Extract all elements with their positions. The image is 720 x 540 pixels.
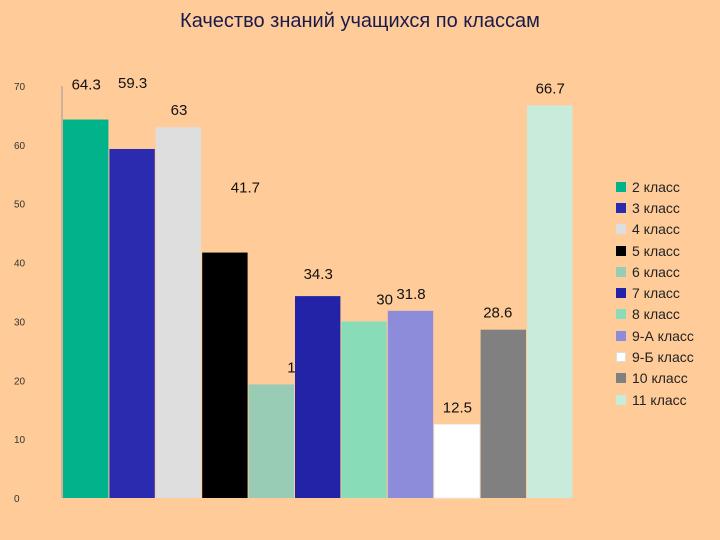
legend-item: 7 класс [616, 282, 694, 303]
legend-swatch [616, 309, 626, 320]
data-label: 12.5 [443, 399, 472, 416]
data-label: 28.6 [483, 305, 512, 322]
legend-swatch [616, 330, 626, 341]
legend-label: 4 класс [632, 221, 680, 238]
y-tick-label: 70 [14, 82, 26, 93]
data-label: 41.7 [231, 180, 260, 197]
bar [480, 329, 526, 498]
legend-label: 8 класс [632, 306, 680, 323]
legend-swatch [616, 245, 626, 256]
y-tick-label: 0 [14, 494, 20, 505]
y-tick-label: 40 [14, 259, 26, 270]
legend-swatch [616, 373, 626, 384]
data-label: 64.3 [72, 77, 101, 94]
legend-swatch [616, 266, 626, 277]
data-label: 31.8 [396, 286, 425, 303]
legend-swatch [616, 352, 626, 363]
legend-item: 11 класс [616, 389, 694, 410]
bar [63, 119, 109, 498]
legend-swatch [616, 224, 626, 235]
legend-label: 10 класс [632, 370, 688, 387]
legend-item: 10 класс [616, 368, 694, 389]
data-label: 66.7 [536, 80, 565, 97]
y-tick-label: 30 [14, 317, 26, 328]
bar [248, 384, 294, 498]
bar [433, 423, 481, 499]
legend-item: 9-А класс [616, 325, 694, 346]
legend-label: 7 класс [632, 285, 680, 302]
legend-label: 9-А класс [632, 327, 694, 344]
legend-swatch [616, 181, 626, 192]
bar [109, 148, 155, 498]
data-label: 30 [376, 291, 393, 308]
legend-label: 3 класс [632, 199, 680, 216]
legend-item: 2 класс [616, 176, 694, 197]
data-label: 63 [171, 102, 188, 119]
legend-item: 3 класс [616, 197, 694, 218]
legend-item: 5 класс [616, 240, 694, 261]
y-tick-label: 50 [14, 200, 26, 211]
legend-label: 11 класс [632, 391, 687, 408]
legend-item: 6 класс [616, 261, 694, 282]
bar [202, 252, 248, 498]
legend-swatch [616, 394, 626, 405]
bar [155, 127, 202, 498]
bar [295, 296, 341, 498]
legend-label: 9-Б класс [632, 349, 694, 366]
y-tick-label: 20 [14, 376, 26, 387]
legend-label: 5 класс [632, 242, 680, 259]
legend-item: 4 класс [616, 219, 694, 240]
data-label: 34.3 [304, 266, 333, 283]
y-tick-label: 10 [14, 435, 26, 446]
legend: 2 класс 3 класс 4 класс 5 класс 6 класс 7 кла… [616, 176, 694, 410]
bar [527, 105, 573, 499]
legend-label: 2 класс [632, 178, 680, 195]
legend-label: 6 класс [632, 263, 680, 280]
legend-item: 9-Б класс [616, 346, 694, 367]
data-label: 59.3 [118, 75, 147, 92]
bar [387, 310, 434, 498]
bar [341, 321, 387, 498]
legend-item: 8 класс [616, 304, 694, 325]
legend-swatch [616, 202, 626, 213]
y-tick-label: 60 [14, 141, 26, 152]
legend-swatch [616, 288, 626, 299]
chart-title: Качество знаний учащихся по классам [180, 10, 540, 32]
